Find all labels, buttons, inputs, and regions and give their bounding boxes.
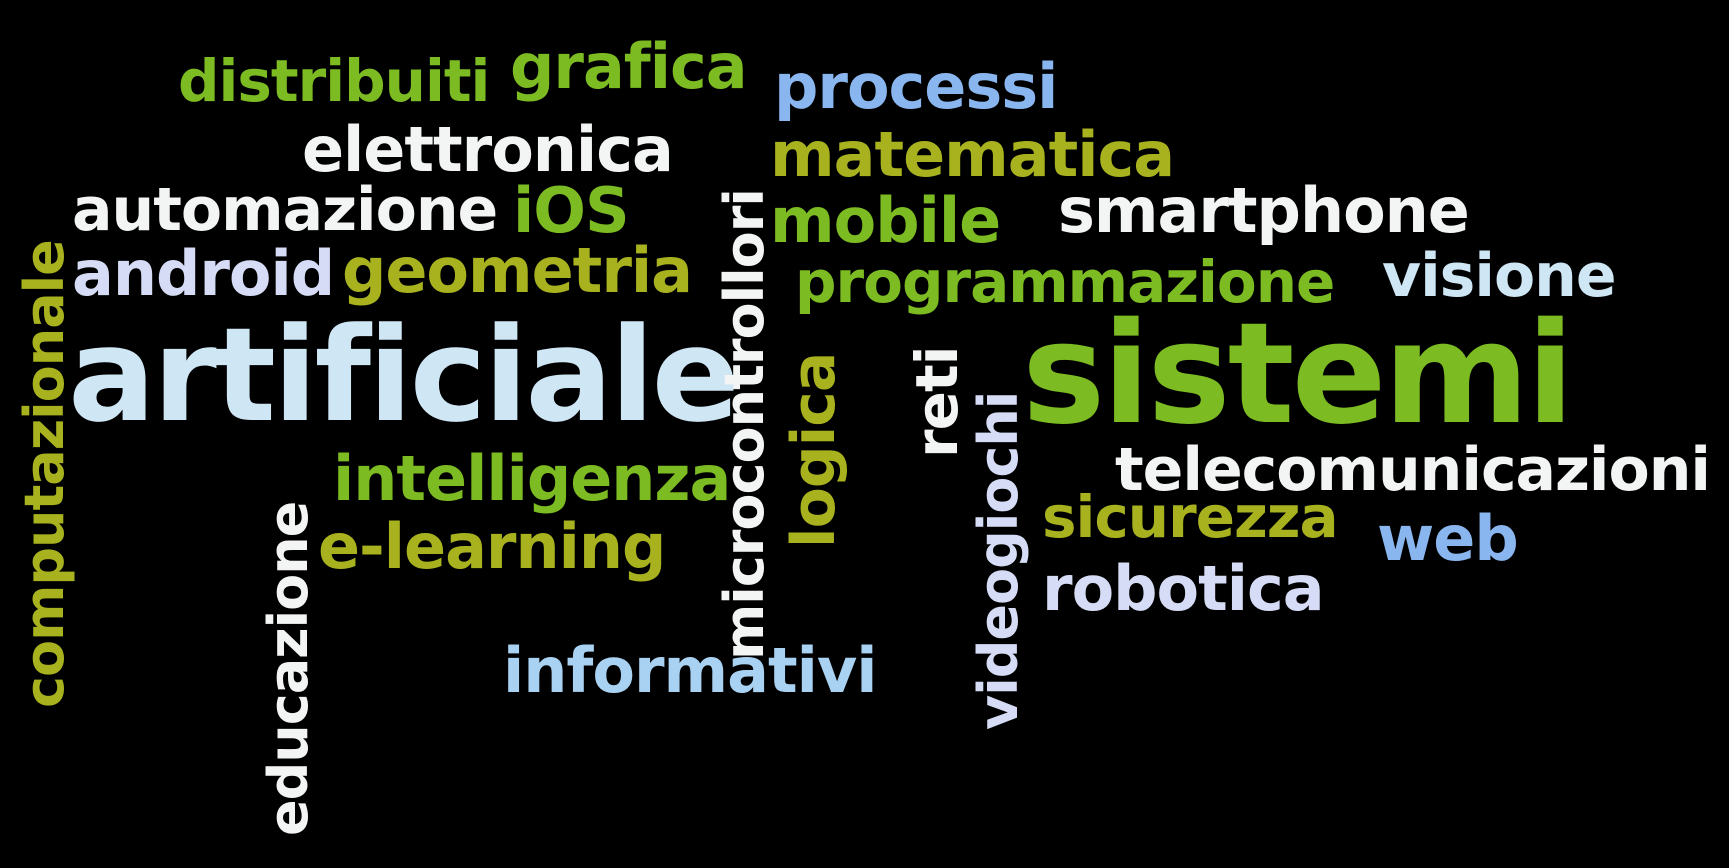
word-smartphone: smartphone xyxy=(1058,174,1470,247)
word-geometria: geometria xyxy=(342,234,693,307)
word-elettronica: elettronica xyxy=(302,113,674,186)
word-computazionale: computazionale xyxy=(13,240,76,708)
word-telecomunicazioni: telecomunicazioni xyxy=(1115,435,1711,505)
word-automazione: automazione xyxy=(72,175,498,245)
word-programmazione: programmazione xyxy=(795,248,1335,316)
word-sistemi: sistemi xyxy=(1022,293,1574,456)
word-robotica: robotica xyxy=(1042,552,1325,625)
word-e-learning: e-learning xyxy=(318,510,666,583)
word-matematica: matematica xyxy=(770,118,1175,191)
word-microcontrollori: microcontrollori xyxy=(713,189,776,660)
word-processi: processi xyxy=(774,50,1058,123)
word-web: web xyxy=(1377,502,1519,575)
word-android: android xyxy=(72,237,335,310)
word-distribuiti: distribuiti xyxy=(178,47,490,115)
word-grafica: grafica xyxy=(510,30,748,103)
word-videogiochi: videogiochi xyxy=(967,391,1030,730)
word-artificiale: artificiale xyxy=(68,299,740,451)
word-logica: logica xyxy=(779,352,849,548)
word-informativi: informativi xyxy=(503,634,878,707)
word-sicurezza: sicurezza xyxy=(1042,483,1339,551)
word-intelligenza: intelligenza xyxy=(333,442,731,515)
word-visione: visione xyxy=(1382,241,1617,311)
word-reti: reti xyxy=(903,346,971,458)
word-mobile: mobile xyxy=(770,184,1001,257)
word-ios: iOS xyxy=(513,174,630,247)
word-educazione: educazione xyxy=(257,501,320,836)
